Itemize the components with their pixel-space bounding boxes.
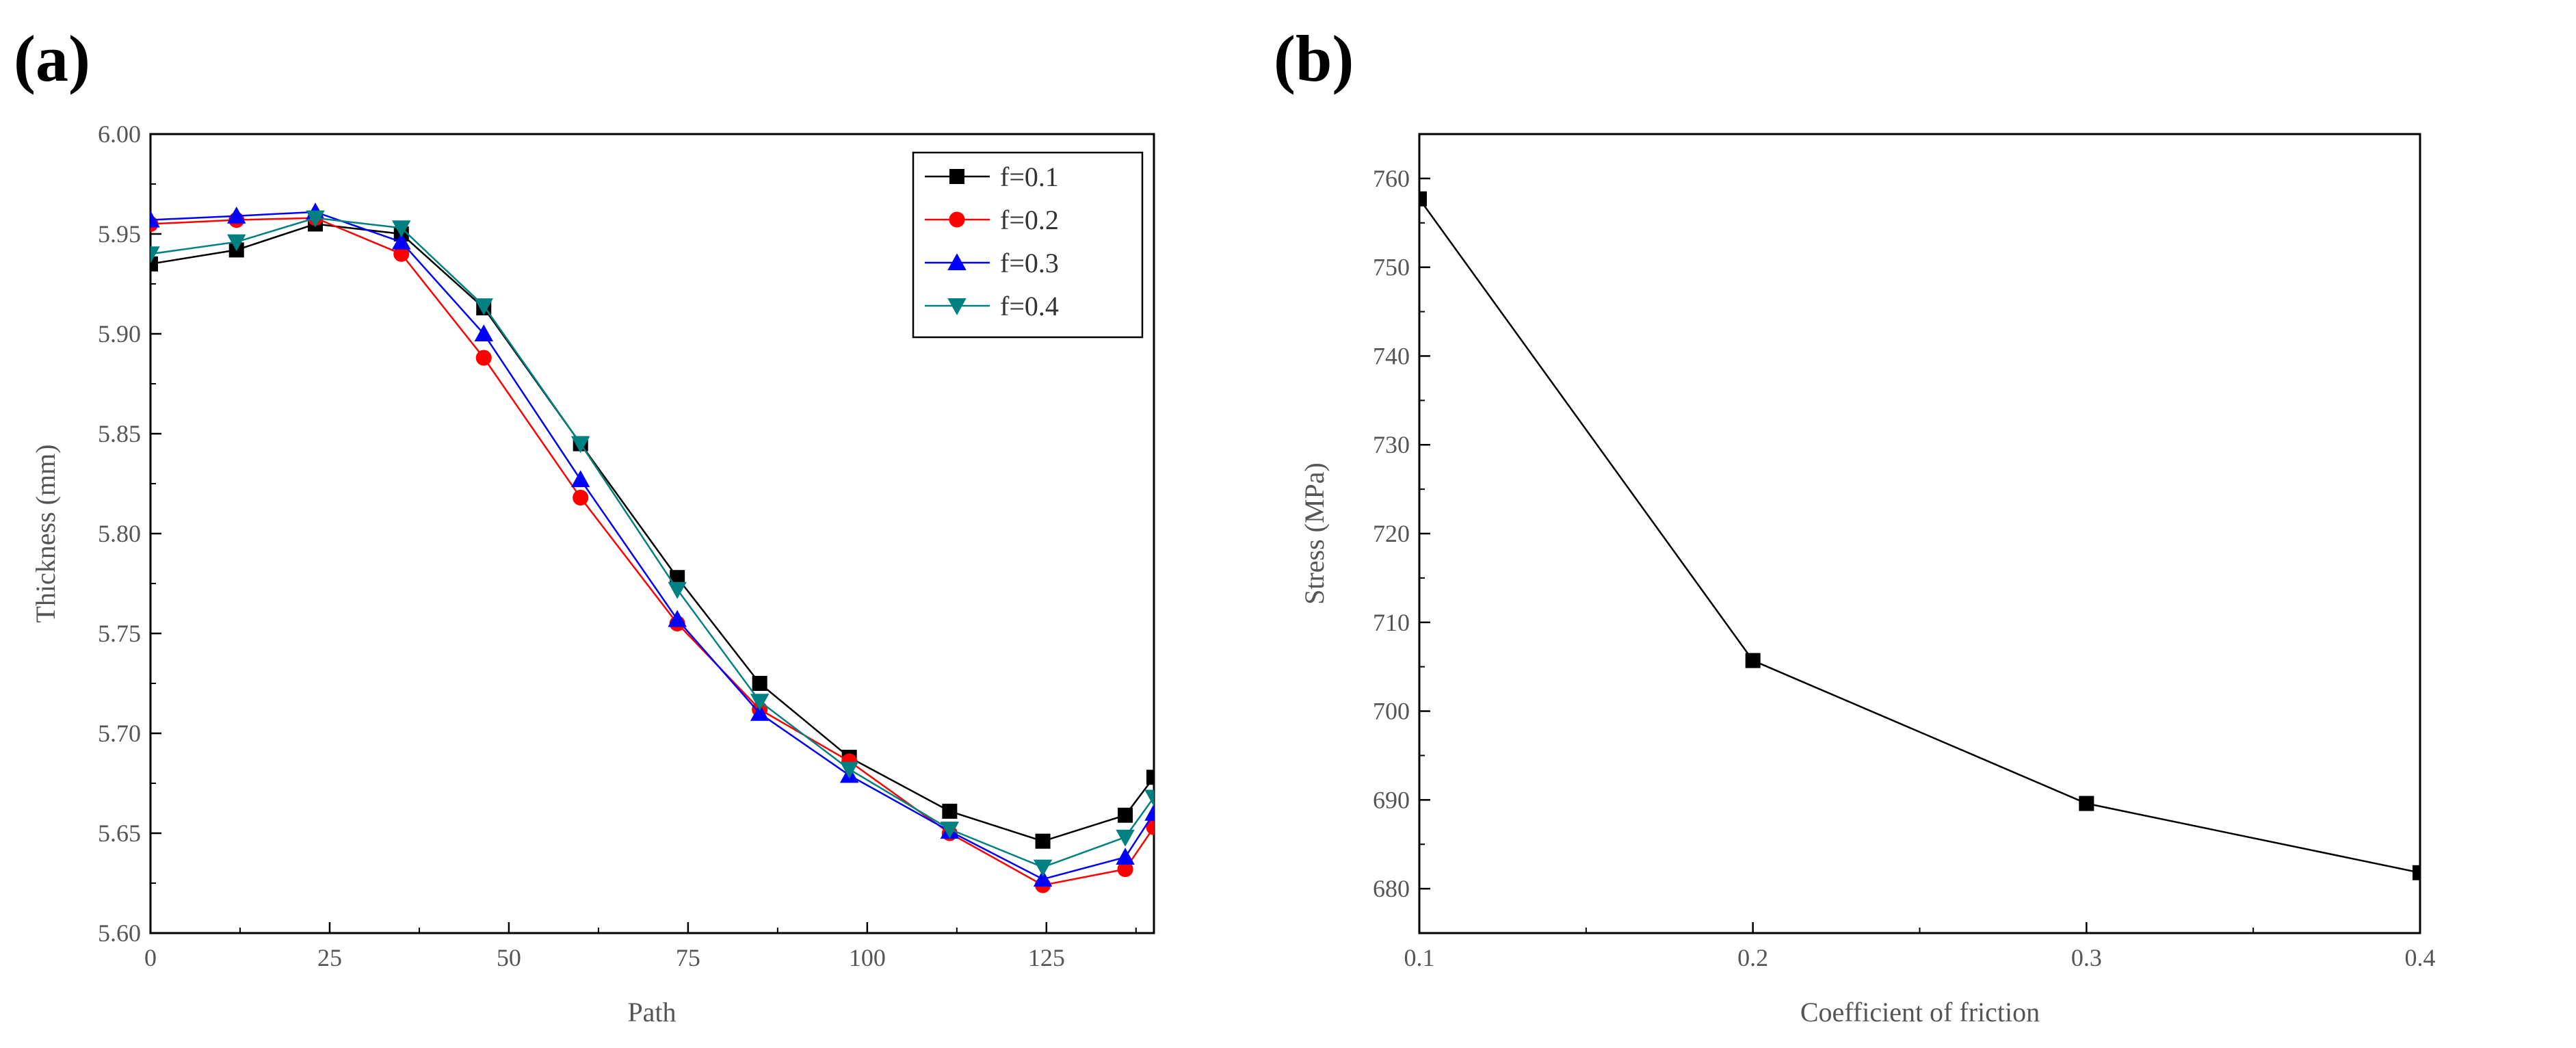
x-tick-label: 0 — [144, 944, 157, 971]
y-tick-label: 5.60 — [98, 919, 141, 947]
x-tick-label: 0.1 — [1404, 944, 1435, 971]
data-point-f=0.3 — [1144, 804, 1154, 821]
panel-a-ticks: 0 25 50 75 100 125 5.60 5.65 5.70 5.75 5.80 5.85 5.9… — [98, 120, 1137, 971]
legend-swatch-marker — [949, 211, 965, 228]
data-point-f=0.1 — [942, 803, 958, 819]
panel-b-x-axis-title: Coefficient of friction — [1800, 997, 2040, 1027]
series-line-Stress — [1419, 198, 2420, 874]
panel-a-label: (a) — [14, 22, 90, 95]
data-point-f=0.4 — [392, 220, 411, 237]
data-point-f=0.3 — [474, 324, 494, 341]
y-tick-label: 750 — [1373, 254, 1410, 281]
data-point-f=0.3 — [570, 470, 590, 488]
data-point-Stress — [2413, 865, 2420, 880]
panel-a-series — [150, 202, 1154, 893]
y-tick-label: 5.70 — [98, 720, 141, 747]
legend-swatch-marker — [947, 298, 967, 315]
data-point-f=0.3 — [392, 232, 411, 250]
data-point-f=0.2 — [475, 350, 492, 366]
y-tick-label: 5.85 — [98, 420, 141, 447]
y-tick-label: 760 — [1373, 165, 1410, 192]
y-tick-label: 710 — [1373, 609, 1410, 636]
y-tick-label: 5.95 — [98, 220, 141, 248]
data-point-f=0.2 — [393, 246, 410, 262]
panel-a-chart: (a) 0 25 50 75 100 125 5.60 5.65 5.70 5.75 5.80 5.8… — [14, 22, 1155, 1027]
data-point-f=0.4 — [226, 234, 246, 252]
data-point-f=0.3 — [1033, 869, 1053, 887]
data-point-Stress — [1419, 191, 1427, 207]
data-point-f=0.2 — [573, 489, 589, 506]
data-point-f=0.3 — [668, 610, 687, 627]
data-point-f=0.3 — [1116, 848, 1135, 865]
panel-b-chart: (b) 0.1 0.2 0.3 0.4 680 690 700 710 720 730 740 750… — [1274, 22, 2436, 1027]
data-point-f=0.3 — [150, 210, 160, 228]
panel-b-ticks: 0.1 0.2 0.3 0.4 680 690 700 710 720 730 740 750 760 — [1373, 165, 2436, 971]
y-tick-label: 680 — [1373, 875, 1410, 902]
x-tick-label: 50 — [497, 944, 521, 971]
data-point-f=0.4 — [474, 298, 494, 315]
data-point-f=0.4 — [306, 210, 325, 228]
data-point-f=0.4 — [1033, 859, 1053, 877]
data-point-f=0.3 — [226, 206, 246, 224]
data-point-f=0.4 — [150, 246, 160, 263]
data-point-f=0.1 — [1146, 770, 1154, 785]
panel-b-series — [1419, 191, 2420, 880]
data-point-f=0.1 — [1118, 807, 1133, 823]
legend-label: f=0.4 — [1000, 291, 1059, 322]
y-tick-label: 5.75 — [98, 620, 141, 647]
legend-label: f=0.1 — [1000, 161, 1059, 192]
y-tick-label: 740 — [1373, 342, 1410, 369]
legend-label: f=0.2 — [1000, 205, 1059, 235]
x-tick-label: 0.4 — [2405, 944, 2436, 971]
data-point-f=0.4 — [750, 694, 770, 711]
x-tick-label: 0.3 — [2071, 944, 2102, 971]
x-tick-label: 25 — [317, 944, 342, 971]
data-point-f=0.4 — [1116, 829, 1135, 847]
x-tick-label: 0.2 — [1737, 944, 1768, 971]
y-tick-label: 730 — [1373, 431, 1410, 458]
legend-label: f=0.3 — [1000, 248, 1059, 278]
data-point-f=0.1 — [752, 676, 767, 691]
panel-a-y-axis-title: Thickness (mm) — [30, 444, 61, 623]
panel-a-x-axis-title: Path — [627, 997, 676, 1027]
x-tick-label: 125 — [1028, 944, 1065, 971]
x-tick-label: 75 — [676, 944, 700, 971]
legend-swatch-marker — [949, 169, 964, 184]
legend-swatch-marker — [947, 253, 967, 270]
x-tick-label: 100 — [849, 944, 886, 971]
data-point-f=0.1 — [1035, 833, 1051, 849]
y-tick-label: 700 — [1373, 698, 1410, 725]
data-point-f=0.3 — [750, 704, 770, 721]
data-point-f=0.4 — [940, 822, 960, 839]
data-point-f=0.1 — [670, 570, 685, 586]
panel-b-y-axis-title: Stress (MPa) — [1299, 462, 1330, 605]
y-tick-label: 720 — [1373, 520, 1410, 547]
panel-b-label: (b) — [1274, 22, 1354, 95]
data-point-Stress — [2079, 796, 2094, 811]
data-point-Stress — [1745, 653, 1761, 668]
y-tick-label: 5.90 — [98, 320, 141, 348]
panel-b-plot-frame — [1418, 133, 2421, 934]
data-point-f=0.4 — [570, 436, 590, 454]
y-tick-label: 690 — [1373, 786, 1410, 813]
y-tick-label: 6.00 — [98, 120, 141, 148]
data-point-f=0.4 — [839, 761, 859, 779]
panel-a-legend: f=0.1 f=0.2 f=0.3 f=0.4 — [912, 151, 1144, 339]
data-point-f=0.2 — [1117, 861, 1133, 878]
data-point-f=0.4 — [1144, 789, 1154, 807]
data-point-f=0.1 — [150, 256, 158, 272]
y-tick-label: 5.65 — [98, 820, 141, 847]
data-point-f=0.4 — [668, 581, 687, 599]
y-tick-label: 5.80 — [98, 520, 141, 547]
